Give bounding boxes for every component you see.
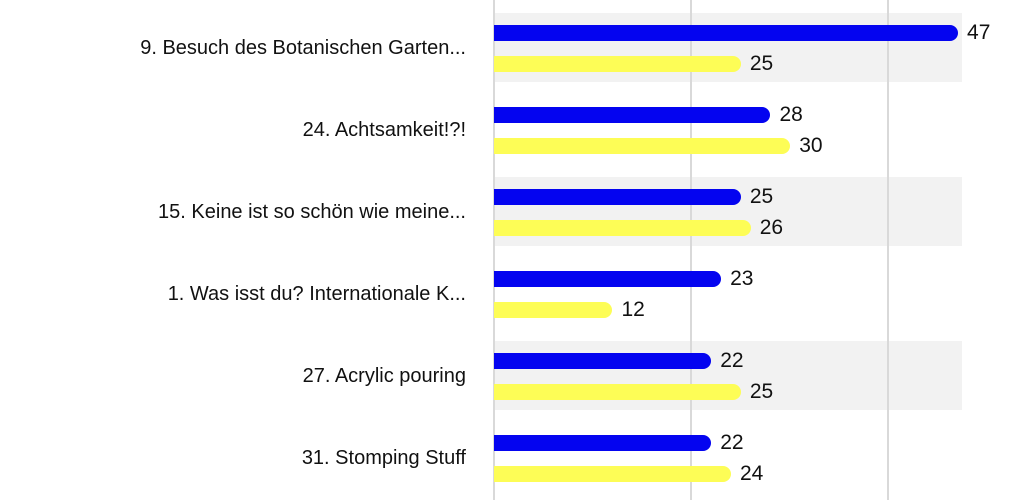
value-label: 22 — [720, 349, 744, 372]
category-label: 1. Was isst du? Internationale K... — [167, 282, 466, 305]
bar-line-yellow-series: 30 — [494, 134, 823, 157]
category-label: 24. Achtsamkeit!?! — [302, 118, 466, 141]
bar-line-blue-series: 28 — [494, 103, 803, 126]
bar-blue-series — [494, 352, 712, 369]
bar-line-yellow-series: 25 — [494, 52, 774, 75]
bar-line-yellow-series: 12 — [494, 298, 645, 321]
value-label: 12 — [621, 298, 645, 321]
chart-row: 24. Achtsamkeit!?! 28 30 — [0, 89, 1016, 171]
bar-blue-series — [494, 24, 959, 41]
chart-row: 9. Besuch des Botanischen Garten... 47 25 — [0, 7, 1016, 89]
gridline — [887, 0, 890, 500]
bar-line-yellow-series: 25 — [494, 380, 774, 403]
value-label: 47 — [967, 21, 991, 44]
gridline — [492, 0, 495, 500]
bar-yellow-series — [494, 301, 613, 318]
bar-line-yellow-series: 24 — [494, 462, 764, 485]
bar-blue-series — [494, 434, 712, 451]
bar-blue-series — [494, 106, 771, 123]
value-label: 22 — [720, 431, 744, 454]
bar-line-blue-series: 25 — [494, 185, 774, 208]
bar-line-blue-series: 22 — [494, 349, 744, 372]
category-label: 9. Besuch des Botanischen Garten... — [140, 36, 466, 59]
chart-row: 27. Acrylic pouring 22 25 — [0, 335, 1016, 417]
bar-yellow-series — [494, 137, 791, 154]
bar-line-blue-series: 23 — [494, 267, 754, 290]
bar-blue-series — [494, 270, 722, 287]
category-label: 31. Stomping Stuff — [301, 446, 466, 469]
bar-blue-series — [494, 188, 741, 205]
bar-yellow-series — [494, 55, 741, 72]
chart-row: 15. Keine ist so schön wie meine... 25 26 — [0, 171, 1016, 253]
value-label: 25 — [749, 380, 774, 403]
chart-row: 31. Stomping Stuff 22 24 — [0, 417, 1016, 499]
chart-row: 1. Was isst du? Internationale K... 23 12 — [0, 253, 1016, 335]
bar-line-yellow-series: 26 — [494, 216, 784, 239]
value-label: 24 — [739, 462, 764, 485]
value-label: 26 — [759, 216, 784, 239]
bar-yellow-series — [494, 383, 741, 400]
bar-line-blue-series: 22 — [494, 431, 744, 454]
value-label: 25 — [749, 52, 774, 75]
bar-yellow-series — [494, 219, 751, 236]
gridline — [689, 0, 692, 500]
bar-yellow-series — [494, 465, 731, 482]
value-label: 30 — [799, 134, 823, 157]
bar-line-blue-series: 47 — [494, 21, 991, 44]
category-label: 15. Keine ist so schön wie meine... — [158, 200, 466, 223]
value-label: 23 — [730, 267, 754, 290]
category-label: 27. Acrylic pouring — [302, 364, 466, 387]
value-label: 28 — [779, 103, 803, 126]
value-label: 25 — [749, 185, 774, 208]
